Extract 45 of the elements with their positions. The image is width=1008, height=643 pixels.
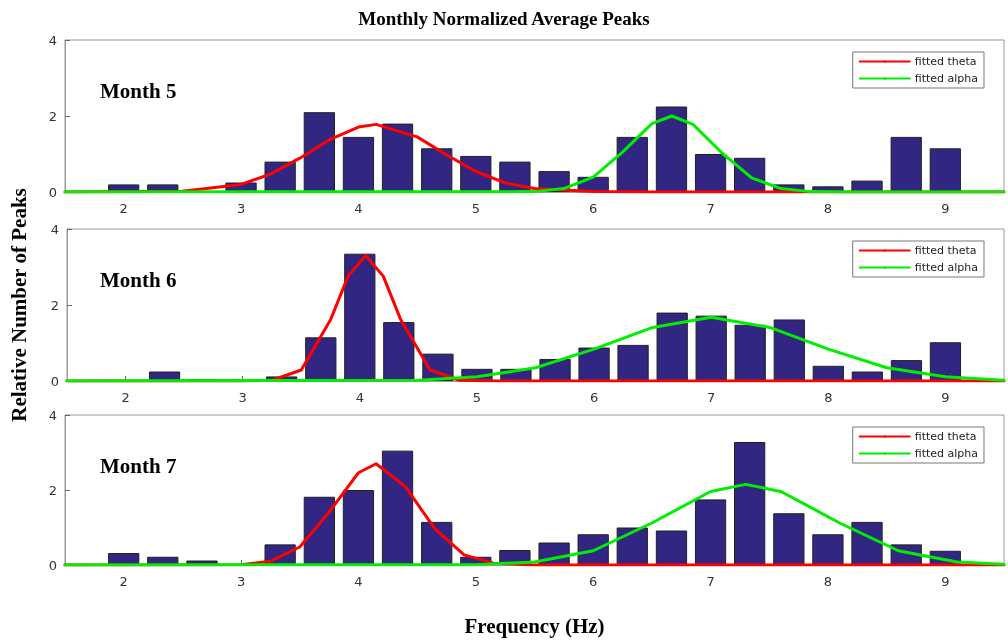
y-tick-label: 4 — [48, 32, 57, 48]
x-tick-label: 3 — [236, 574, 246, 589]
y-tick-label: 2 — [48, 482, 57, 498]
y-tick-label: 2 — [50, 297, 59, 313]
x-tick-label: 9 — [941, 390, 950, 405]
x-tick-label: 2 — [121, 390, 130, 405]
x-tick-label: 6 — [589, 201, 598, 216]
x-tick-label: 8 — [824, 390, 833, 405]
x-tick-label: 6 — [589, 390, 599, 405]
y-axis-title: Relative Number of Peaks — [6, 188, 31, 422]
x-tick-label: 8 — [823, 574, 833, 589]
x-tick-label: 3 — [236, 201, 246, 216]
x-tick-label: 7 — [706, 574, 715, 589]
x-tick-label: 5 — [472, 390, 482, 405]
x-tick-label: 8 — [823, 201, 833, 216]
x-tick-label: 9 — [941, 574, 950, 589]
x-tick-label: 7 — [707, 390, 716, 405]
y-tick-label: 0 — [48, 184, 57, 200]
legend-label: fitted alpha — [914, 261, 978, 274]
x-tick-label: 3 — [238, 390, 247, 405]
x-tick-label: 9 — [941, 201, 950, 216]
y-tick-label: 2 — [48, 108, 57, 124]
x-axis-title: Frequency (Hz) — [464, 613, 605, 638]
legend-label: fitted theta — [914, 430, 977, 443]
y-tick-label: 0 — [48, 557, 57, 573]
annotation: Month 5 — [100, 78, 177, 103]
legend-label: fitted theta — [914, 55, 977, 68]
x-tick-label: 4 — [354, 574, 363, 589]
x-tick-label: 5 — [471, 201, 480, 216]
x-tick-label: 4 — [355, 390, 364, 405]
y-tick-label: 4 — [48, 407, 57, 423]
annotation: Month 6 — [100, 267, 177, 292]
annotation: Month 7 — [100, 453, 177, 478]
chart-title: Monthly Normalized Average Peaks — [358, 8, 650, 29]
y-tick-label: 0 — [50, 373, 59, 389]
x-tick-label: 5 — [471, 574, 480, 589]
x-tick-label: 6 — [589, 574, 598, 589]
legend-label: fitted alpha — [914, 447, 978, 460]
x-tick-label: 2 — [119, 574, 128, 589]
legend-label: fitted alpha — [914, 72, 978, 85]
x-tick-label: 7 — [706, 201, 715, 216]
legend-label: fitted theta — [914, 244, 977, 257]
y-tick-label: 4 — [50, 221, 59, 237]
x-tick-label: 2 — [119, 201, 128, 216]
x-tick-label: 4 — [354, 201, 363, 216]
